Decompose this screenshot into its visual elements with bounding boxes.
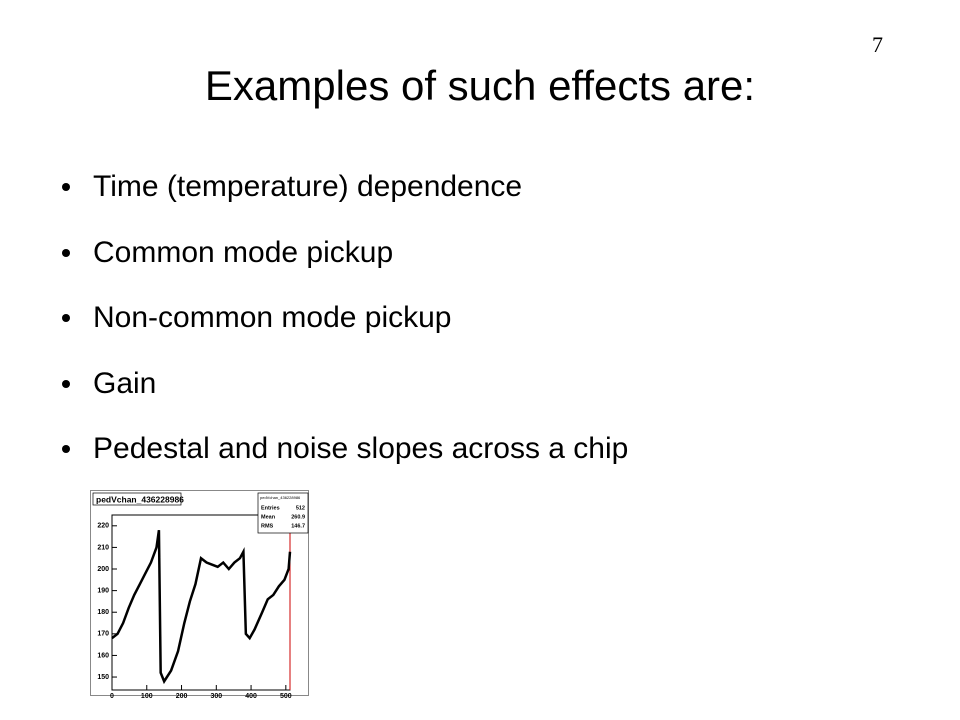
slide-title: Examples of such effects are: xyxy=(204,62,756,109)
y-tick-label: 160 xyxy=(97,652,109,659)
bullet: Gain xyxy=(60,357,628,423)
x-tick-label: 0 xyxy=(110,693,114,698)
title-box xyxy=(92,492,182,506)
x-tick-label: 300 xyxy=(210,693,222,698)
bullet-list: Time (temperature) dependence Common mode… xyxy=(60,160,628,488)
y-tick-label: 200 xyxy=(97,566,109,573)
bullet: Non-common mode pickup xyxy=(60,291,628,357)
stats-label: Mean xyxy=(261,514,276,520)
stats-box xyxy=(257,492,309,534)
y-tick-label: 220 xyxy=(97,523,109,530)
y-tick-label: 170 xyxy=(97,631,109,638)
bullet: Common mode pickup xyxy=(60,226,628,292)
x-tick-label: 200 xyxy=(176,693,188,698)
stats-value: 512 xyxy=(296,505,305,511)
bullet: Pedestal and noise slopes across a chip xyxy=(60,422,628,488)
data-line xyxy=(111,529,292,685)
x-tick-label: 100 xyxy=(141,693,153,698)
y-tick-label: 190 xyxy=(97,587,109,594)
page-number: 7 xyxy=(872,32,883,57)
stats-value: 260.9 xyxy=(291,514,305,520)
x-tick-label: 500 xyxy=(280,693,292,698)
bullet: Time (temperature) dependence xyxy=(60,160,628,226)
stats-label: Entries xyxy=(261,505,280,511)
y-tick-label: 210 xyxy=(97,544,109,551)
y-tick-label: 180 xyxy=(97,609,109,616)
chart: pedVchan_436228986 150 160 170 180 190 200 210 2… xyxy=(90,490,309,698)
y-tick-label: 150 xyxy=(97,674,109,681)
x-tick-label: 400 xyxy=(245,693,257,698)
stats-label: RMS xyxy=(261,523,274,529)
stats-value: 146.7 xyxy=(291,523,305,529)
chart-title: pedVchan_436228986 xyxy=(96,494,184,504)
stats-title: pedVchan_436228986 xyxy=(260,495,301,500)
